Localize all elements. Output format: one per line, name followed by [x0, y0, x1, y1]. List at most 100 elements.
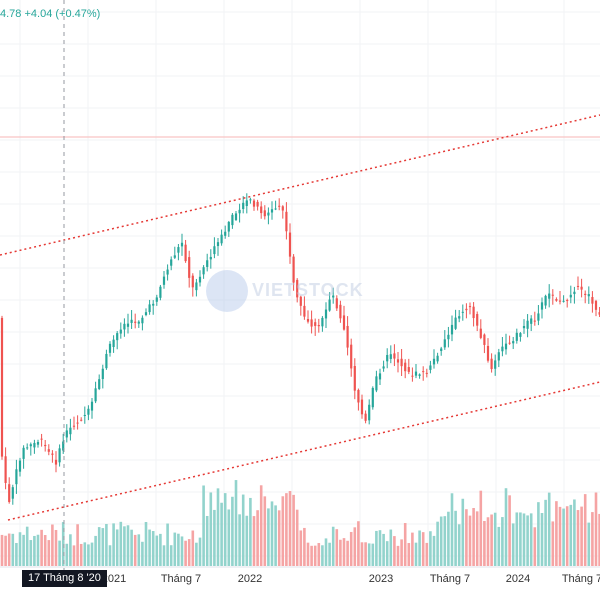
volume-bar	[274, 505, 277, 566]
candle-down	[8, 477, 10, 503]
candle-up	[588, 286, 590, 304]
volume-bar	[48, 540, 51, 566]
volume-bar	[501, 517, 504, 566]
candle-body	[390, 354, 392, 359]
candle-body	[458, 316, 460, 318]
volume-bar	[12, 534, 15, 566]
volume-bar	[199, 538, 202, 566]
volume-bar	[174, 533, 177, 566]
candle-body	[559, 301, 561, 302]
candle-up	[59, 444, 61, 466]
candle-body	[491, 359, 493, 369]
volume-bar	[336, 529, 339, 566]
volume-bar	[440, 517, 443, 566]
lower-channel-trendline[interactable]	[8, 382, 600, 520]
volume-bar	[379, 530, 382, 566]
candle-down	[581, 279, 583, 298]
volume-bar	[87, 544, 90, 566]
candle-body	[447, 335, 449, 339]
time-axis-tick-label: 2024	[506, 573, 530, 585]
volume-bar	[195, 543, 198, 566]
candle-up	[462, 304, 464, 320]
volume-bar	[300, 530, 303, 566]
candle-body	[44, 445, 46, 446]
candle-down	[336, 295, 338, 311]
candle-up	[372, 386, 374, 409]
volume-bar	[447, 512, 450, 566]
volume-bar	[246, 516, 249, 566]
candle-body	[555, 299, 557, 301]
volume-bar	[548, 493, 551, 566]
volume-bar	[566, 506, 569, 566]
volume-bar	[238, 514, 241, 566]
volume-bar	[580, 507, 583, 566]
candle-body	[102, 369, 104, 379]
upper-channel-trendline[interactable]	[0, 115, 600, 255]
volume-bar	[476, 511, 479, 566]
volume-bar	[588, 523, 591, 566]
volume-bar	[15, 543, 18, 566]
candle-down	[595, 300, 597, 316]
candle-body	[303, 306, 305, 317]
candle-body	[581, 287, 583, 290]
candle-up	[419, 373, 421, 378]
candlesticks	[1, 193, 600, 504]
candle-down	[552, 289, 554, 305]
candle-up	[570, 286, 572, 304]
volume-bars	[1, 480, 600, 566]
candle-body	[451, 325, 453, 334]
candle-down	[44, 440, 46, 452]
candle-up	[127, 314, 129, 334]
candle-body	[516, 333, 518, 341]
candle-body	[174, 255, 176, 257]
candle-up	[447, 327, 449, 347]
candle-down	[534, 312, 536, 326]
candle-down	[41, 434, 43, 447]
candle-down	[51, 450, 53, 463]
candle-up	[455, 310, 457, 330]
candle-up	[329, 292, 331, 312]
candle-body	[473, 307, 475, 318]
volume-bar	[94, 536, 97, 566]
candle-body	[375, 376, 377, 390]
volume-bar	[37, 535, 40, 566]
candle-body	[275, 208, 277, 209]
candle-down	[257, 200, 259, 211]
candle-up	[102, 365, 104, 389]
volume-bar	[346, 541, 349, 566]
volume-bar	[123, 526, 126, 566]
volume-bar	[296, 510, 299, 566]
candle-up	[386, 348, 388, 368]
candle-down	[253, 199, 255, 211]
candle-down	[559, 291, 561, 304]
volume-bar	[444, 516, 447, 566]
candle-down	[300, 296, 302, 316]
volume-bar	[552, 521, 555, 566]
volume-bar	[314, 546, 317, 566]
candle-up	[26, 443, 28, 449]
candle-down	[591, 291, 593, 313]
candle-body	[498, 352, 500, 360]
volume-bar	[555, 501, 558, 566]
candle-down	[408, 359, 410, 374]
candle-down	[343, 306, 345, 331]
volume-bar	[354, 527, 357, 566]
volume-bar	[451, 493, 454, 566]
candle-body	[235, 213, 237, 220]
candle-up	[177, 244, 179, 260]
candle-body	[501, 347, 503, 352]
candle-body	[224, 232, 226, 236]
candle-up	[145, 308, 147, 316]
candle-down	[282, 205, 284, 218]
volume-bar	[375, 531, 378, 566]
candle-body	[188, 257, 190, 278]
candle-body	[537, 313, 539, 320]
candle-body	[541, 302, 543, 309]
candle-body	[116, 333, 118, 340]
volume-bar	[400, 539, 403, 566]
volume-bar	[40, 530, 43, 566]
candle-up	[37, 440, 39, 448]
candle-body	[548, 294, 550, 299]
